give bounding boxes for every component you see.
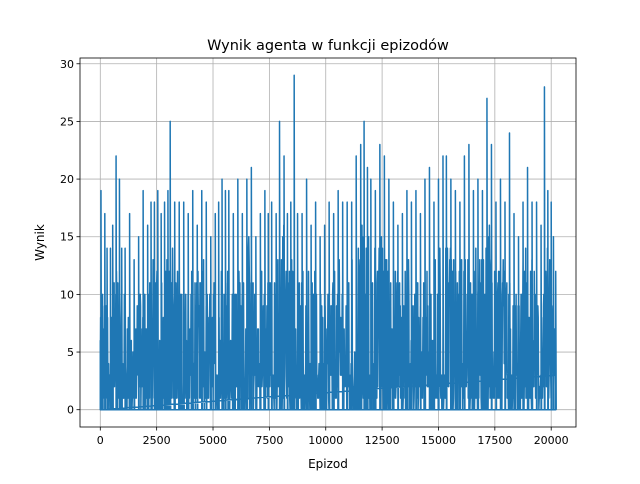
y-tick-label: 20: [60, 173, 74, 186]
x-tick-label: 5000: [199, 434, 227, 447]
y-tick-label: 15: [60, 231, 74, 244]
chart-title: Wynik agenta w funkcji epizodów: [207, 38, 449, 54]
y-tick-label: 25: [60, 115, 74, 128]
y-tick-label: 0: [67, 404, 74, 417]
x-tick-label: 7500: [255, 434, 283, 447]
x-axis-ticks: 0 2500 5000 7500 10000 12500 15000 17500 20000: [97, 427, 569, 447]
x-tick-label: 15000: [421, 434, 456, 447]
x-tick-label: 12500: [365, 434, 400, 447]
y-tick-label: 10: [60, 288, 74, 301]
x-axis-label: Epizod: [308, 457, 348, 471]
series-line: [99, 74, 557, 411]
y-axis-ticks: 0 5 10 15 20 25 30: [60, 58, 80, 417]
y-tick-label: 30: [60, 58, 74, 71]
x-tick-label: 0: [97, 434, 104, 447]
x-tick-label: 2500: [143, 434, 171, 447]
x-tick-label: 10000: [308, 434, 343, 447]
x-tick-label: 20000: [534, 434, 569, 447]
y-tick-label: 5: [67, 346, 74, 359]
axes-frame: [79, 57, 577, 428]
x-tick-label: 17500: [477, 434, 512, 447]
series-layer: [99, 74, 557, 411]
y-axis-label: Wynik: [33, 224, 47, 261]
